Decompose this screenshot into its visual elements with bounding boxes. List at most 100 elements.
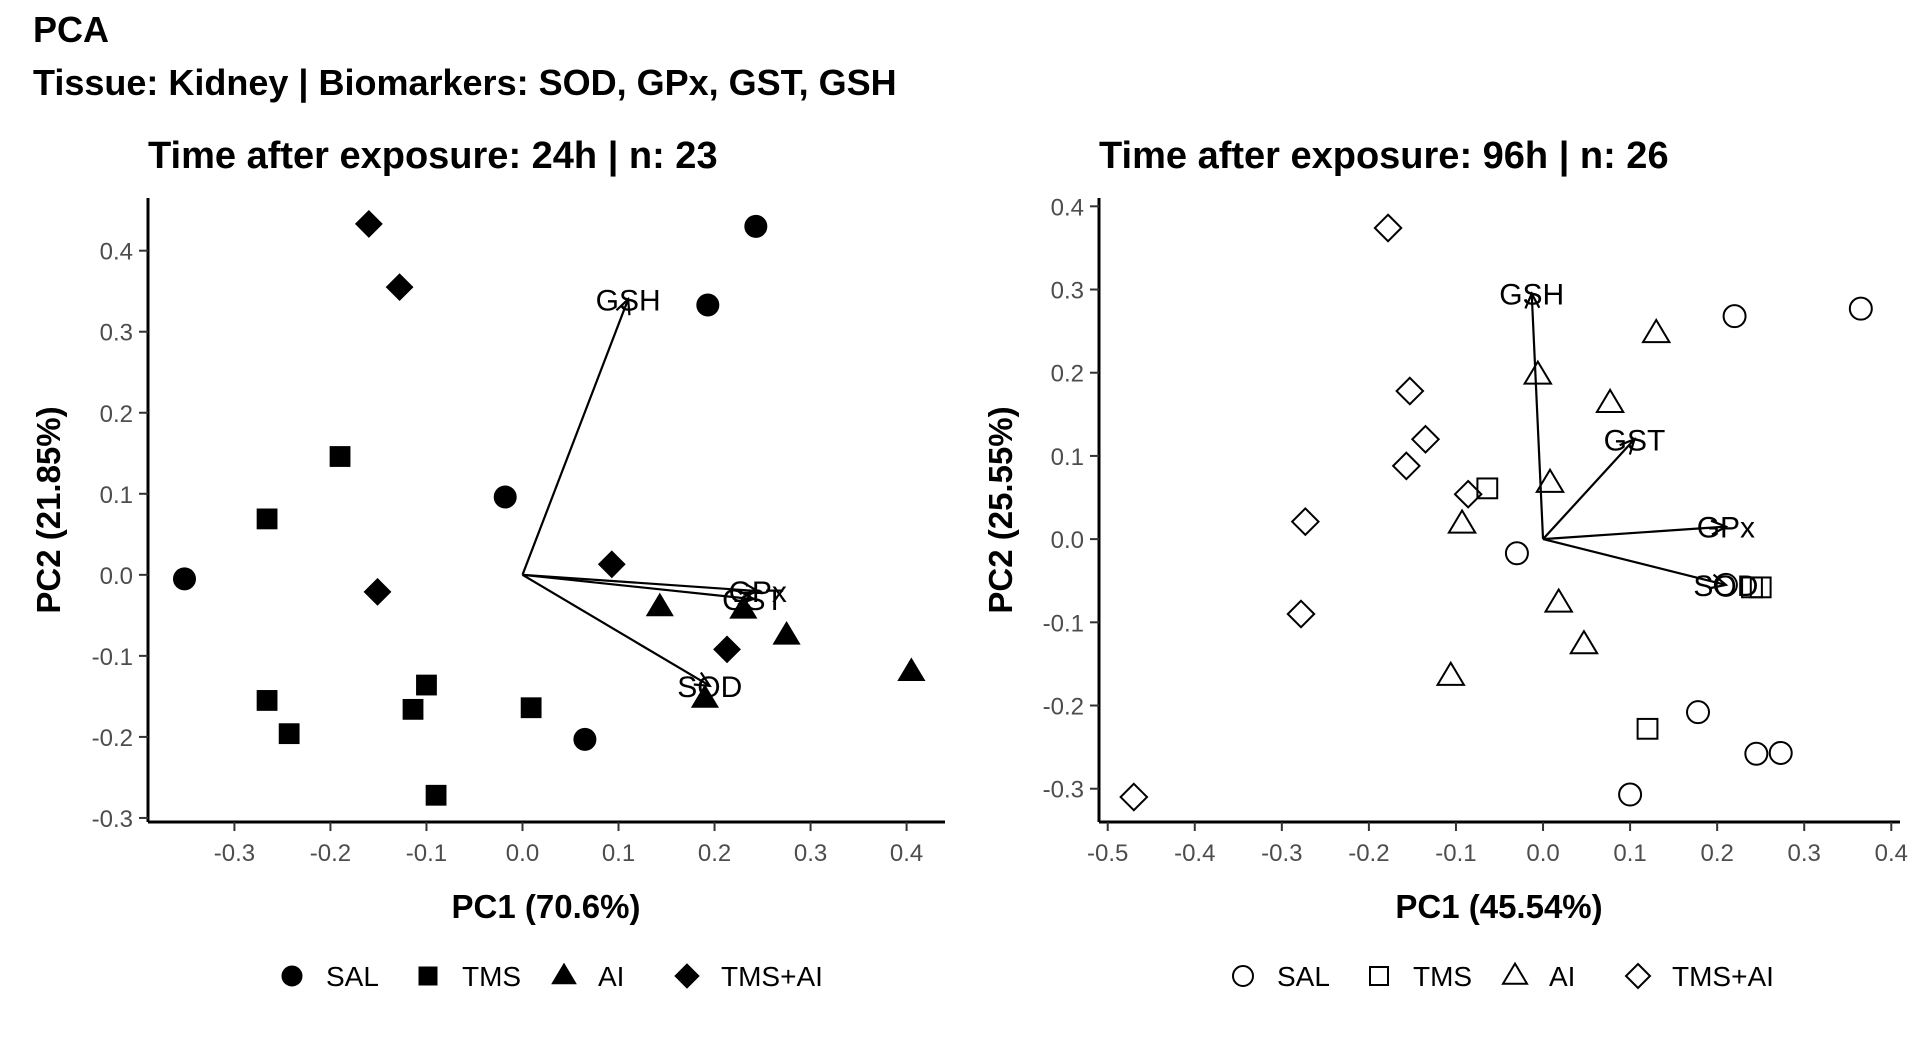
y-tick-label: 0.1 [100, 482, 133, 509]
legend-label: TMS [1413, 961, 1472, 992]
legend-label: AI [598, 961, 624, 992]
loading-arrow-head [737, 589, 756, 606]
y-axis-title: PC2 (21.85%) [30, 406, 67, 613]
data-point [1522, 359, 1553, 385]
y-tick-label: -0.1 [1043, 610, 1084, 637]
data-point [1391, 451, 1421, 481]
loading-arrow-line [521, 298, 630, 576]
legend-label: TMS+AI [1672, 961, 1774, 992]
figure-subtitle: Tissue: Kidney | Biomarkers: SOD, GPx, G… [33, 62, 897, 104]
data-point [772, 620, 801, 645]
y-tick-label: 0.0 [1051, 527, 1084, 554]
x-tick-label: -0.1 [406, 840, 447, 867]
x-tick-label: 0.3 [794, 840, 827, 867]
y-tick-label: -0.2 [1043, 694, 1084, 721]
data-point [329, 446, 351, 467]
loading-gsh: GSH [521, 284, 661, 576]
x-axis-title: PC1 (45.54%) [1395, 888, 1602, 925]
x-tick-label: -0.4 [1174, 840, 1215, 867]
series-sal [172, 214, 768, 751]
loading-arrow-head [1524, 291, 1541, 309]
y-tick-label: 0.1 [1051, 444, 1084, 471]
legend-key-ai [1501, 961, 1529, 985]
loading-arrow-line [1542, 538, 1727, 586]
loading-arrow-head [615, 296, 631, 316]
x-tick-label: 0.4 [890, 840, 923, 867]
loading-gpx: GPx [1542, 512, 1755, 545]
x-tick-label: 0.2 [698, 840, 731, 867]
y-axis-title: PC2 (25.55%) [982, 406, 1019, 613]
y-tick-label: 0.2 [100, 401, 133, 428]
data-point [493, 485, 517, 509]
data-point [385, 273, 414, 302]
data-point [1453, 479, 1483, 509]
loading-arrow-line [1530, 293, 1545, 540]
data-point [645, 592, 674, 617]
data-point [1768, 740, 1793, 765]
series-tms-ai [1119, 213, 1483, 812]
x-tick-label: 0.1 [602, 840, 635, 867]
data-point [1713, 572, 1738, 597]
data-point [713, 635, 741, 664]
data-point [1618, 782, 1643, 807]
series-tms-ai [354, 210, 741, 664]
data-point [1410, 424, 1441, 454]
data-point [1686, 700, 1711, 725]
loading-gst: GST [1542, 424, 1666, 540]
legend: SAL TMS AI TMS+AI [281, 961, 823, 992]
loading-arrow-head [1709, 573, 1729, 590]
loading-arrow-line [521, 573, 711, 687]
legend-key-tms [418, 966, 438, 986]
data-point [256, 690, 278, 711]
loading-arrow-head [1619, 437, 1637, 455]
series-ai [1435, 318, 1672, 686]
x-tick-label: -0.2 [310, 840, 351, 867]
legend-key-tms-ai [674, 963, 700, 989]
data-point [1641, 318, 1672, 344]
loading-arrow-head [1710, 519, 1729, 536]
loading-arrow-line [1542, 525, 1726, 541]
data-point [1504, 541, 1529, 566]
data-point [744, 214, 768, 238]
loading-label: SOD [1693, 570, 1758, 603]
y-tick-label: 0.4 [1051, 194, 1084, 221]
legend-label: TMS+AI [721, 961, 823, 992]
loading-label: GSH [596, 284, 661, 317]
loading-arrow-line [1542, 438, 1636, 540]
panel-title: Time after exposure: 24h | n: 23 [148, 135, 718, 177]
loading-arrow-head [693, 671, 712, 688]
data-point [1848, 296, 1873, 321]
legend-key-tms [1369, 966, 1389, 986]
x-tick-label: -0.3 [1261, 840, 1302, 867]
data-point [1395, 376, 1425, 406]
x-tick-label: -0.5 [1087, 840, 1128, 867]
x-tick-label: 0.0 [506, 840, 539, 867]
figure-title: PCA [33, 9, 109, 50]
x-tick-label: 0.1 [1613, 840, 1646, 867]
panel-title: Time after exposure: 96h | n: 26 [1099, 135, 1669, 177]
x-tick-label: 0.0 [1526, 840, 1559, 867]
data-point [278, 723, 300, 745]
loading-sod: SOD [1542, 538, 1758, 603]
data-point [1447, 508, 1478, 534]
data-point [402, 698, 424, 720]
data-point [1435, 660, 1466, 686]
data-point [425, 784, 447, 806]
legend-label: SAL [1277, 961, 1330, 992]
data-point [696, 293, 720, 317]
y-tick-label: 0.3 [1051, 278, 1084, 305]
data-point [172, 567, 196, 591]
y-tick-label: 0.3 [100, 320, 133, 347]
legend-key-ai [551, 962, 577, 985]
legend-label: SAL [326, 961, 379, 992]
data-point [354, 210, 383, 238]
data-point [897, 657, 926, 682]
legend-key-tms-ai [1624, 962, 1652, 990]
data-point [520, 697, 542, 719]
loading-label: GST [1604, 424, 1666, 457]
loading-label: GPx [1697, 512, 1755, 545]
data-point [729, 595, 758, 619]
series-tms [256, 446, 542, 806]
